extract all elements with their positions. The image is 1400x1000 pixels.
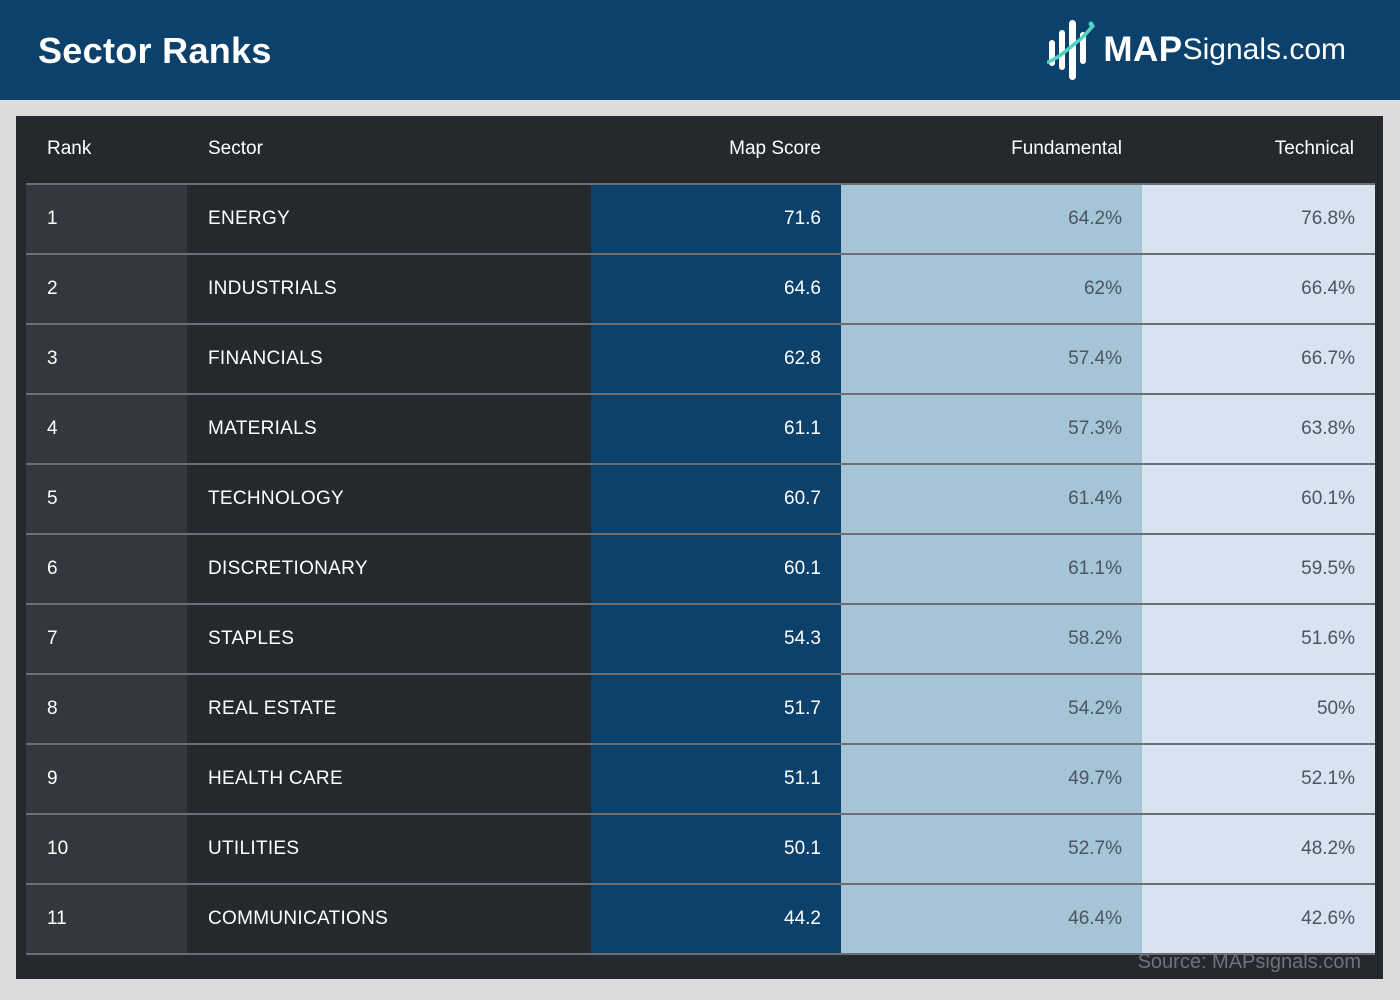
technical-cell: 60.1%	[1142, 465, 1375, 533]
sector-ranks-table: Rank Sector Map Score Fundamental Techni…	[26, 116, 1375, 955]
source-note: Source: MAPsignals.com	[1137, 951, 1361, 973]
map-score-cell: 61.1	[591, 395, 841, 463]
fundamental-cell: 61.1%	[841, 535, 1142, 603]
technical-cell: 50%	[1142, 675, 1375, 743]
fundamental-cell: 57.4%	[841, 325, 1142, 393]
rank-cell: 10	[26, 815, 187, 883]
fundamental-cell: 64.2%	[841, 185, 1142, 253]
table-row: 9 HEALTH CARE 51.1 49.7% 52.1%	[26, 745, 1375, 815]
map-score-cell: 44.2	[591, 885, 841, 953]
technical-cell: 42.6%	[1142, 885, 1375, 953]
fundamental-cell: 57.3%	[841, 395, 1142, 463]
table-panel: Rank Sector Map Score Fundamental Techni…	[16, 116, 1383, 979]
rank-cell: 2	[26, 255, 187, 323]
rank-cell: 9	[26, 745, 187, 813]
table-row: 11 COMMUNICATIONS 44.2 46.4% 42.6%	[26, 885, 1375, 955]
rank-cell: 3	[26, 325, 187, 393]
rank-cell: 1	[26, 185, 187, 253]
sector-cell: HEALTH CARE	[187, 745, 591, 813]
sector-cell: TECHNOLOGY	[187, 465, 591, 533]
map-score-cell: 62.8	[591, 325, 841, 393]
table-row: 6 DISCRETIONARY 60.1 61.1% 59.5%	[26, 535, 1375, 605]
sector-cell: ENERGY	[187, 185, 591, 253]
rank-cell: 6	[26, 535, 187, 603]
sector-cell: FINANCIALS	[187, 325, 591, 393]
column-header-rank: Rank	[47, 138, 92, 159]
technical-cell: 76.8%	[1142, 185, 1375, 253]
fundamental-cell: 58.2%	[841, 605, 1142, 673]
column-header-map-score: Map Score	[729, 138, 821, 159]
rank-cell: 5	[26, 465, 187, 533]
map-score-cell: 71.6	[591, 185, 841, 253]
sector-cell: MATERIALS	[187, 395, 591, 463]
rank-cell: 4	[26, 395, 187, 463]
rank-cell: 7	[26, 605, 187, 673]
fundamental-cell: 62%	[841, 255, 1142, 323]
fundamental-cell: 46.4%	[841, 885, 1142, 953]
map-score-cell: 60.1	[591, 535, 841, 603]
technical-cell: 59.5%	[1142, 535, 1375, 603]
map-score-cell: 51.1	[591, 745, 841, 813]
brand-logo: MAP Signals.com	[1047, 18, 1346, 82]
column-header-sector: Sector	[208, 138, 263, 159]
sector-cell: UTILITIES	[187, 815, 591, 883]
map-score-cell: 54.3	[591, 605, 841, 673]
sector-cell: INDUSTRIALS	[187, 255, 591, 323]
fundamental-cell: 49.7%	[841, 745, 1142, 813]
technical-cell: 48.2%	[1142, 815, 1375, 883]
rank-cell: 8	[26, 675, 187, 743]
sector-cell: COMMUNICATIONS	[187, 885, 591, 953]
brand-name-light: Signals.com	[1182, 33, 1346, 66]
sector-cell: STAPLES	[187, 605, 591, 673]
table-row: 5 TECHNOLOGY 60.7 61.4% 60.1%	[26, 465, 1375, 535]
brand-name-bold: MAP	[1103, 30, 1183, 69]
map-score-cell: 60.7	[591, 465, 841, 533]
fundamental-cell: 52.7%	[841, 815, 1142, 883]
table-row: 2 INDUSTRIALS 64.6 62% 66.4%	[26, 255, 1375, 325]
rank-cell: 11	[26, 885, 187, 953]
table-row: 1 ENERGY 71.6 64.2% 76.8%	[26, 185, 1375, 255]
technical-cell: 66.7%	[1142, 325, 1375, 393]
map-score-cell: 64.6	[591, 255, 841, 323]
map-score-cell: 50.1	[591, 815, 841, 883]
map-score-cell: 51.7	[591, 675, 841, 743]
table-row: 8 REAL ESTATE 51.7 54.2% 50%	[26, 675, 1375, 745]
technical-cell: 66.4%	[1142, 255, 1375, 323]
technical-cell: 51.6%	[1142, 605, 1375, 673]
table-row: 4 MATERIALS 61.1 57.3% 63.8%	[26, 395, 1375, 465]
fundamental-cell: 54.2%	[841, 675, 1142, 743]
mapsignals-logo-icon	[1047, 20, 1096, 80]
table-row: 7 STAPLES 54.3 58.2% 51.6%	[26, 605, 1375, 675]
page-title: Sector Ranks	[38, 30, 272, 71]
header-bar: Sector Ranks MAP Signals.com	[0, 0, 1400, 100]
table-row: 10 UTILITIES 50.1 52.7% 48.2%	[26, 815, 1375, 885]
column-header-technical: Technical	[1274, 138, 1354, 159]
table-header: Rank Sector Map Score Fundamental Techni…	[26, 116, 1375, 185]
sector-cell: DISCRETIONARY	[187, 535, 591, 603]
technical-cell: 52.1%	[1142, 745, 1375, 813]
sector-cell: REAL ESTATE	[187, 675, 591, 743]
column-header-fundamental: Fundamental	[1011, 138, 1122, 159]
table-row: 3 FINANCIALS 62.8 57.4% 66.7%	[26, 325, 1375, 395]
fundamental-cell: 61.4%	[841, 465, 1142, 533]
technical-cell: 63.8%	[1142, 395, 1375, 463]
